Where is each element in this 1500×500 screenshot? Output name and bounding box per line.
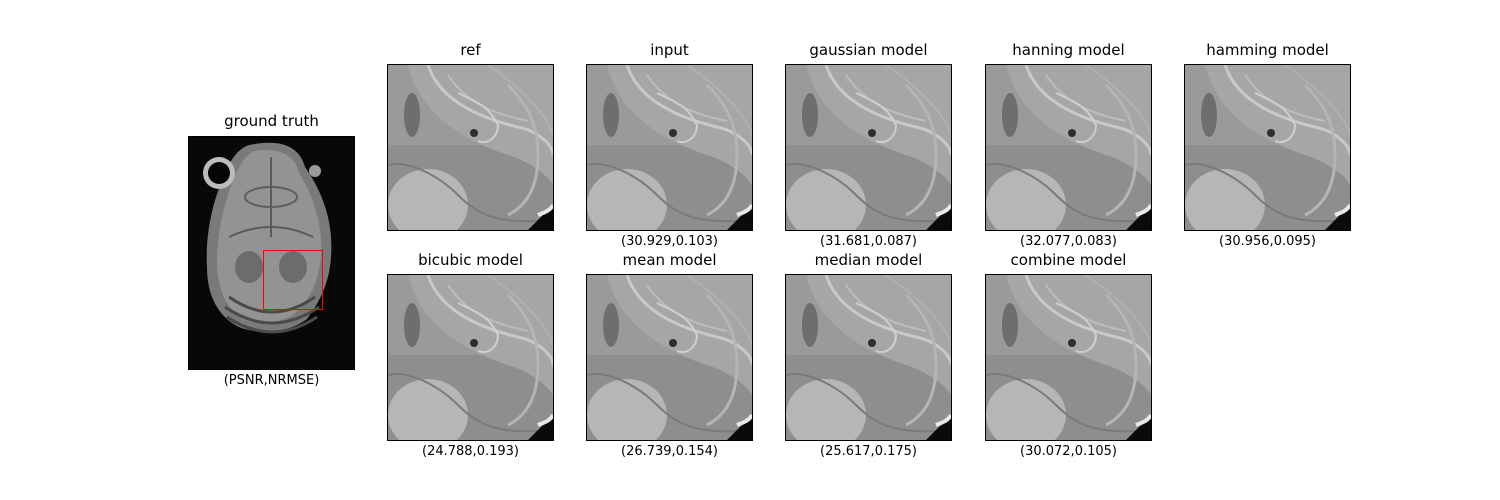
crop-image: [985, 274, 1152, 441]
crop-image: [985, 64, 1152, 231]
panel-title: ground truth: [224, 112, 319, 130]
panel-caption: (31.681,0.087): [820, 234, 917, 249]
panel-title: hanning model: [1012, 41, 1125, 59]
panel-gaussian-model: gaussian model (31.681,0.087): [785, 40, 952, 255]
panel-bicubic-model: bicubic model (24.788,0.193): [387, 250, 554, 465]
crop-image: [1184, 64, 1351, 231]
panel-title: mean model: [622, 251, 717, 269]
brain-crop-illustration: [986, 275, 1151, 440]
brain-crop-illustration: [388, 275, 553, 440]
panel-hamming-model: hamming model (30.956,0.095): [1184, 40, 1351, 255]
panel-ref: ref: [387, 40, 554, 255]
panel-title: combine model: [1010, 251, 1127, 269]
ground-truth-panel: ground truth (PSNR,NRMSE): [188, 110, 355, 400]
crop-image: [785, 64, 952, 231]
crop-image: [586, 64, 753, 231]
panel-title: median model: [814, 251, 923, 269]
panel-caption: (PSNR,NRMSE): [223, 373, 320, 388]
crop-image: [387, 64, 554, 231]
panel-title: gaussian model: [809, 41, 928, 59]
brain-crop-illustration: [388, 65, 553, 230]
panel-caption: (26.739,0.154): [621, 444, 718, 459]
brain-crop-illustration: [1185, 65, 1350, 230]
panel-combine-model: combine model (30.072,0.105): [985, 250, 1152, 465]
brain-crop-illustration: [786, 65, 951, 230]
panel-caption: (32.077,0.083): [1020, 234, 1117, 249]
panel-hanning-model: hanning model (32.077,0.083): [985, 40, 1152, 255]
panel-caption: (24.788,0.193): [422, 444, 519, 459]
panel-mean-model: mean model (26.739,0.154): [586, 250, 753, 465]
brain-axial-slice: [189, 137, 354, 369]
panel-title: input: [650, 41, 689, 59]
brain-crop-illustration: [587, 275, 752, 440]
panel-median-model: median model (25.617,0.175): [785, 250, 952, 465]
panel-title: ref: [460, 41, 481, 59]
crop-image: [586, 274, 753, 441]
panel-input: input (30.929,0.103): [586, 40, 753, 255]
crop-image: [785, 274, 952, 441]
panel-caption: (25.617,0.175): [820, 444, 917, 459]
brain-crop-illustration: [587, 65, 752, 230]
panel-title: hamming model: [1206, 41, 1329, 59]
panel-caption: (30.929,0.103): [621, 234, 718, 249]
roi-box: [263, 250, 323, 310]
crop-image: [387, 274, 554, 441]
panel-title: bicubic model: [418, 251, 523, 269]
ground-truth-image: [188, 136, 355, 370]
panel-caption: (30.956,0.095): [1219, 234, 1316, 249]
panel-caption: (30.072,0.105): [1020, 444, 1117, 459]
brain-crop-illustration: [986, 65, 1151, 230]
brain-crop-illustration: [786, 275, 951, 440]
